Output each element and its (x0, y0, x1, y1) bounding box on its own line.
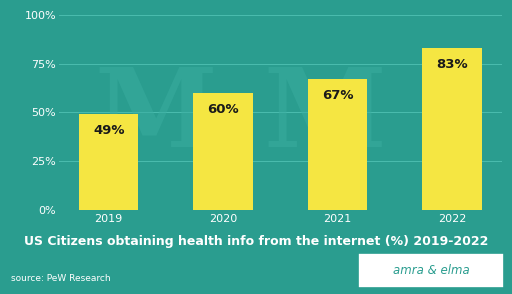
Bar (308, 79, 367, 210)
Text: 49%: 49% (93, 124, 124, 137)
Bar (194, 93, 253, 210)
Text: amra & elma: amra & elma (393, 264, 470, 277)
Text: 83%: 83% (436, 58, 467, 71)
Bar (422, 48, 482, 210)
Text: source: PeW Research: source: PeW Research (11, 274, 111, 283)
Text: US Citizens obtaining health info from the internet (%) 2019-2022: US Citizens obtaining health info from t… (24, 235, 488, 248)
Text: M: M (263, 63, 386, 170)
Text: 67%: 67% (322, 89, 353, 102)
Bar (79, 114, 138, 210)
Text: 60%: 60% (207, 103, 239, 116)
Text: M: M (95, 63, 218, 170)
